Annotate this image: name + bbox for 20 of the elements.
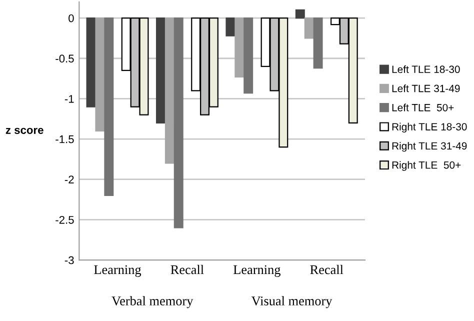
legend-label: Right TLE 18-30 [392,122,467,133]
y-tick-label: 0 [68,14,74,22]
y-tick-label: -0.5 [56,54,74,63]
text: Verbal memory [112,296,194,308]
y-tick-label: -1 [64,95,74,103]
y-tick-label: -2 [64,176,74,184]
text: Visual memory [251,296,332,308]
legend-label: Left TLE 18-30 [392,65,460,74]
legend-label: Left TLE 50+ [392,104,454,112]
legend-label: Left TLE 31-49 [392,84,460,92]
x-tick-label: Recall [310,264,344,274]
x-tick-label: Learning [94,265,142,277]
x-tick-label: Learning [233,265,280,277]
legend-label: Right TLE 50+ [392,161,461,171]
y-axis-title: z score [6,128,44,134]
legend-label: Right TLE 31-49 [392,142,467,152]
x-tick-label: Recall [170,264,204,274]
y-tick-label: -2.5 [56,216,74,224]
y-tick-label: -1.5 [56,135,74,144]
y-tick-label: -3 [64,256,74,264]
